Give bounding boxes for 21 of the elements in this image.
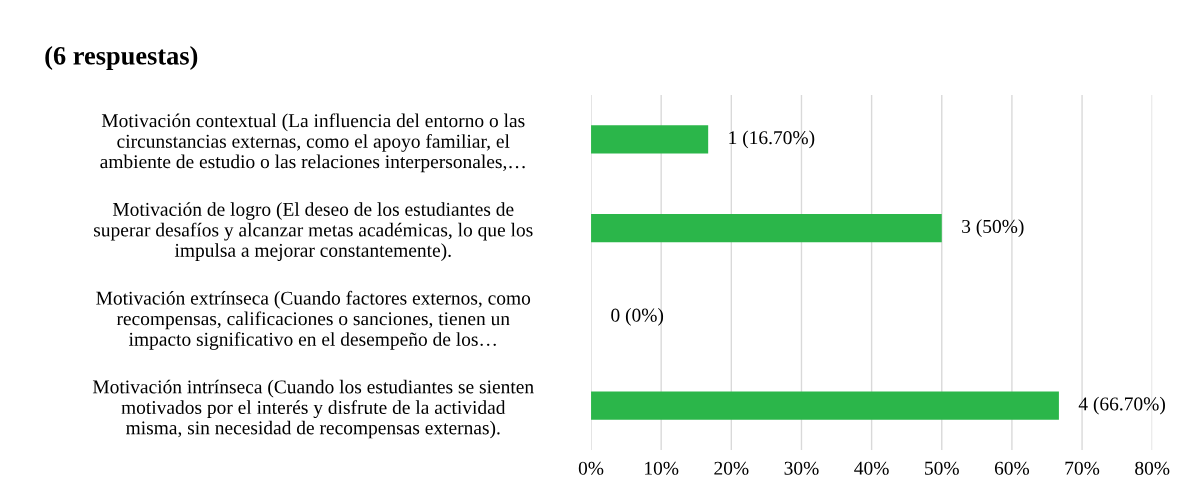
- y-tick-label: Motivación contextual (La influencia del entorno o las circunstancias externas, como el apoyo familiar, el ambiente de estudio o las relaciones interpersonales,…: [100, 113, 525, 173]
- data-label: 1 (16.70%): [729, 130, 815, 149]
- bar: [591, 391, 1059, 420]
- y-tick-label: Motivación intrínseca (Cuando los estudiantes se sienten motivados por el interés y disfrute de la actividad misma, sin necesidad de recompensas externas).: [92, 379, 534, 439]
- data-label: 3 (50%): [962, 219, 1024, 237]
- bar: [591, 213, 942, 243]
- x-tick-label: 20%: [714, 461, 749, 475]
- data-label: 4 (66.70%): [1078, 396, 1165, 415]
- y-tick-label: Motivación extrínseca (Cuando factores externos, como recompensas, calificaciones o sanciones, tienen un impacto significativo en el desempeño de los…: [96, 290, 531, 350]
- data-label: 0 (0%): [611, 308, 664, 326]
- x-tick-label: 80%: [1135, 461, 1170, 475]
- y-tick-label: Motivación de logro (El deseo de los estudiantes de superar desafíos y alcanzar metas académicas, lo que los impulsa a mejorar constantemente).: [94, 202, 533, 261]
- text: (6 respuestas): [45, 46, 198, 70]
- x-tick-label: 70%: [1065, 461, 1100, 475]
- x-tick-label: 30%: [784, 461, 819, 475]
- x-tick-label: 40%: [854, 461, 889, 475]
- x-tick-label: 0%: [578, 461, 604, 475]
- bar: [591, 125, 709, 154]
- x-tick-label: 60%: [994, 461, 1030, 475]
- x-tick-label: 50%: [925, 461, 959, 475]
- x-tick-label: 10%: [645, 461, 679, 475]
